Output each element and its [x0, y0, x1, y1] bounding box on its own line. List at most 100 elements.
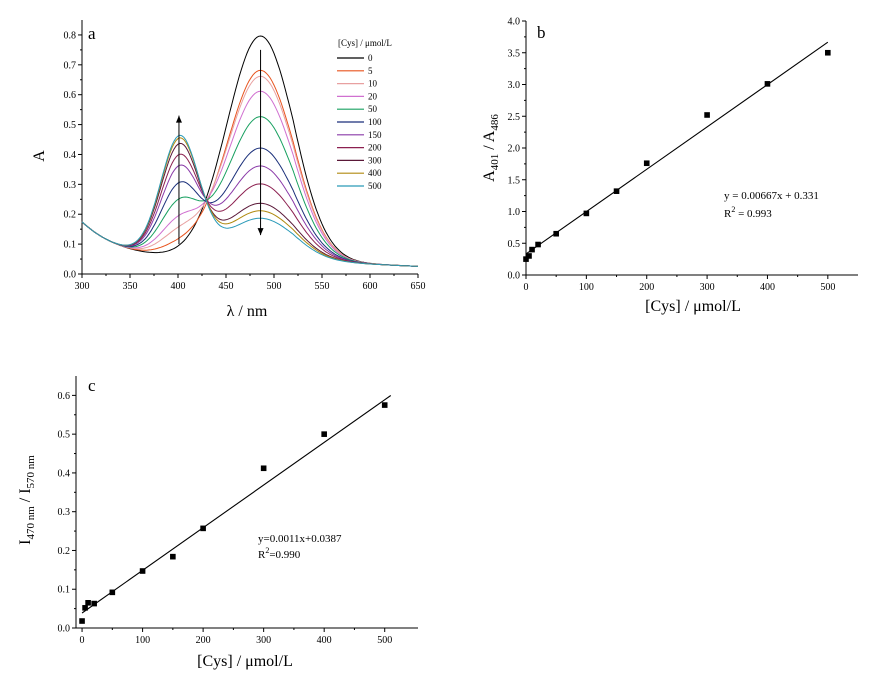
- panel-a-legend-label-10: 10: [368, 79, 378, 89]
- panel-b-x-tick-label: 300: [700, 282, 715, 293]
- panel-a-y-tick-label: 0.1: [64, 240, 77, 251]
- panel-c-data-point: [260, 465, 267, 472]
- panel-a: a λ / nm A [Cys] / μmol/L 300 350 400 450 50…: [31, 20, 426, 320]
- panel-a-y-tick-label: 0.2: [64, 210, 77, 221]
- panel-a-x-label: λ / nm: [227, 303, 268, 320]
- panel-b-letter: b: [537, 23, 546, 42]
- panel-a-legend-label-300: 300: [368, 155, 382, 165]
- panel-a-legend-label-200: 200: [368, 143, 382, 153]
- panel-c-data-point: [109, 589, 116, 596]
- panel-b: b [Cys] / μmol/L A401 / A486 y = 0.00667…: [481, 17, 858, 315]
- panel-c-data-point: [321, 431, 327, 437]
- panel-a-letter: a: [88, 24, 96, 43]
- panel-b-x-tick-label: 500: [820, 282, 835, 293]
- panel-c-data-point: [381, 402, 388, 408]
- panel-a-y-tick-label: 0.4: [64, 150, 77, 161]
- panel-c-data-point: [82, 605, 88, 611]
- panel-a-legend-label-500: 500: [368, 181, 382, 191]
- panel-c-fit-line: [81, 395, 392, 614]
- panel-b-y-tick-label: 0.0: [508, 271, 521, 282]
- panel-a-legend-label-100: 100: [368, 117, 382, 127]
- panel-c-y-label-sub2: 570 nm: [25, 455, 37, 489]
- panel-a-legend-label-400: 400: [368, 168, 382, 178]
- panel-b-x-tick-label: 0: [524, 282, 529, 293]
- panel-b-y-label-main: A: [481, 170, 498, 182]
- panel-a-x-tick-label: 450: [219, 281, 234, 292]
- panel-a-y-tick-label: 0.5: [64, 120, 77, 131]
- panel-b-y-label-sub2: 486: [489, 114, 501, 131]
- panel-c-y-tick-label: 0.5: [58, 430, 71, 441]
- panel-c-y-label: I470 nm / I570 nm: [17, 455, 37, 545]
- panel-b-r2: R2 = 0.993: [724, 205, 772, 220]
- panel-c-y-tick-label: 0.2: [58, 546, 71, 557]
- panel-a-x-tick-label: 300: [75, 281, 90, 292]
- panel-a-x-tick-label: 500: [267, 281, 282, 292]
- panel-b-equation: y = 0.00667x + 0.331: [724, 190, 819, 202]
- panel-b-data-point: [526, 253, 532, 259]
- panel-c-x-tick-label: 200: [196, 635, 211, 646]
- panel-c-x-tick-label: 400: [317, 635, 332, 646]
- panel-b-data-point: [553, 230, 559, 237]
- panel-b-y-tick-label: 1.5: [508, 175, 521, 186]
- panel-a-legend-label-50: 50: [368, 104, 378, 114]
- panel-b-x-label: [Cys] / μmol/L: [645, 298, 741, 315]
- panel-b-y-label-sep: / A: [481, 130, 498, 154]
- panel-b-data-point: [523, 256, 529, 262]
- panel-c-y-label-main: I: [17, 540, 34, 545]
- panel-c: c [Cys] / μmol/L I470 nm / I570 nm y=0.0…: [17, 376, 418, 670]
- panel-a-legend-label-150: 150: [368, 130, 382, 140]
- panel-c-data-point: [200, 525, 206, 532]
- panel-c-x-label: [Cys] / μmol/L: [197, 653, 293, 670]
- panel-b-x-tick-label: 100: [579, 282, 594, 293]
- panel-b-y-tick-label: 0.5: [508, 239, 521, 250]
- panel-a-y-tick-label: 0.7: [64, 60, 77, 71]
- panel-b-y-label: A401 / A486: [481, 114, 501, 182]
- panel-b-y-tick-label: 3.5: [508, 48, 521, 59]
- panel-c-r2: R2=0.990: [258, 546, 301, 561]
- panel-b-data-point: [643, 160, 650, 167]
- panel-a-y-label: A: [31, 150, 48, 162]
- panel-b-data-point: [764, 81, 771, 87]
- panel-a-legend: 0 5 10 20 50 100 150 200 300 400 500: [337, 53, 382, 191]
- panel-c-data-point: [170, 553, 176, 560]
- panel-c-y-tick-label: 0.4: [58, 468, 71, 479]
- panel-b-y-tick-label: 1.0: [508, 207, 521, 218]
- panel-c-y-tick-label: 0.1: [58, 585, 71, 596]
- panel-a-y-tick-label: 0.6: [64, 90, 77, 101]
- panel-b-r2-exp: 2: [731, 205, 735, 214]
- panel-c-x-tick-label: 500: [377, 635, 392, 646]
- panel-b-data-point: [825, 49, 831, 56]
- panel-b-y-tick-label: 2.5: [508, 112, 521, 123]
- panel-a-legend-label-0: 0: [368, 53, 373, 63]
- panel-a-x-tick-label: 550: [315, 281, 330, 292]
- panel-c-x-tick-label: 300: [256, 635, 271, 646]
- panel-b-y-label-sub1: 401: [489, 154, 501, 171]
- panel-b-r2-value: = 0.993: [735, 208, 772, 220]
- panel-b-y-tick-label: 2.0: [508, 144, 521, 155]
- panel-b-r2-prefix: R: [724, 208, 732, 220]
- panel-a-y-tick-label: 0.0: [64, 270, 77, 281]
- panel-c-y-tick-label: 0.3: [58, 507, 71, 518]
- panel-c-data-point: [79, 618, 85, 624]
- panel-c-data-point: [91, 600, 97, 607]
- panel-c-letter: c: [88, 376, 96, 395]
- panel-c-equation: y=0.0011x+0.0387: [258, 533, 342, 545]
- panel-a-series-group: [81, 35, 419, 267]
- panel-a-y-tick-label: 0.8: [64, 30, 77, 41]
- panel-a-x-tick-label: 350: [123, 281, 138, 292]
- panel-b-fit-line: [525, 41, 829, 255]
- panel-c-data-point: [85, 600, 91, 606]
- panel-a-series-500: [81, 134, 419, 267]
- panel-b-x-tick-label: 400: [760, 282, 775, 293]
- panel-c-y-label-sub1: 470 nm: [25, 506, 37, 540]
- panel-a-legend-label-5: 5: [368, 66, 373, 76]
- panel-c-y-tick-label: 0.6: [58, 391, 71, 402]
- panel-c-x-tick-label: 0: [80, 635, 85, 646]
- panel-c-r2-value: =0.990: [269, 549, 300, 561]
- panel-c-data-point: [139, 568, 146, 574]
- panel-a-legend-label-20: 20: [368, 91, 378, 101]
- panel-c-y-label-sep: / I: [17, 488, 34, 506]
- panel-b-data-point: [529, 246, 535, 253]
- panel-a-x-tick-label: 600: [363, 281, 378, 292]
